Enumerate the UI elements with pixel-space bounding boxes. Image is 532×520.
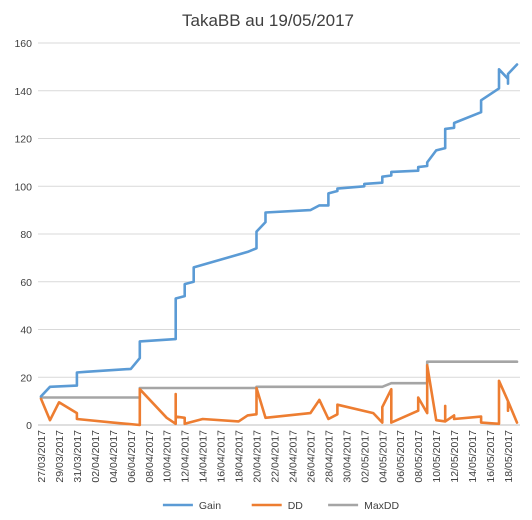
x-tick-label: 14/04/2017 [198,430,210,483]
x-tick-label: 18/05/2017 [503,430,515,483]
x-tick-label: 27/03/2017 [36,430,48,483]
x-tick-label: 02/05/2017 [359,430,371,483]
x-tick-label: 06/04/2017 [126,430,138,483]
x-axis-ticks: 27/03/2017 29/03/2017 31/03/2017 02/04/2017… [36,430,515,483]
x-tick-label: 29/03/2017 [54,430,66,483]
y-tick-label: 120 [14,134,32,146]
x-tick-label: 30/04/2017 [341,430,353,483]
x-tick-label: 08/04/2017 [144,430,156,483]
legend: Gain DD MaxDD [162,500,400,512]
y-tick-label: 60 [20,277,32,289]
legend-label-maxdd: MaxDD [364,500,399,512]
x-tick-label: 16/04/2017 [216,430,228,483]
series-line-maxdd [39,360,519,399]
x-tick-label: 10/05/2017 [431,430,443,483]
x-tick-label: 28/04/2017 [323,430,335,483]
x-tick-label: 16/05/2017 [485,430,497,483]
x-tick-label: 24/04/2017 [287,430,299,483]
series-lines [39,63,519,427]
x-tick-label: 04/05/2017 [377,430,389,483]
x-tick-label: 20/04/2017 [252,430,264,483]
legend-label-dd: DD [288,500,304,512]
y-tick-label: 80 [20,229,32,241]
y-tick-label: 100 [14,181,32,193]
x-tick-label: 18/04/2017 [234,430,246,483]
y-tick-label: 20 [20,372,32,384]
x-tick-label: 22/04/2017 [270,430,282,483]
x-tick-label: 26/04/2017 [305,430,317,483]
x-tick-label: 31/03/2017 [72,430,84,483]
x-tick-label: 14/05/2017 [467,430,479,483]
grid [38,42,520,426]
y-tick-label: 140 [14,86,32,98]
y-tick-label: 40 [20,325,32,337]
y-tick-label: 0 [26,420,32,432]
x-tick-label: 04/04/2017 [108,430,120,483]
x-tick-label: 12/04/2017 [180,430,192,483]
legend-label-gain: Gain [199,500,221,512]
series-line-dd [39,363,519,427]
x-tick-label: 06/05/2017 [395,430,407,483]
y-axis-ticks: 0 20 40 60 80 100 120 140 160 [14,38,32,432]
y-tick-label: 160 [14,38,32,50]
x-tick-label: 08/05/2017 [413,430,425,483]
chart-title: TakaBB au 19/05/2017 [182,11,354,30]
x-tick-label: 02/04/2017 [90,430,102,483]
series-line-gain [39,63,519,398]
x-tick-label: 10/04/2017 [162,430,174,483]
x-tick-label: 12/05/2017 [449,430,461,483]
